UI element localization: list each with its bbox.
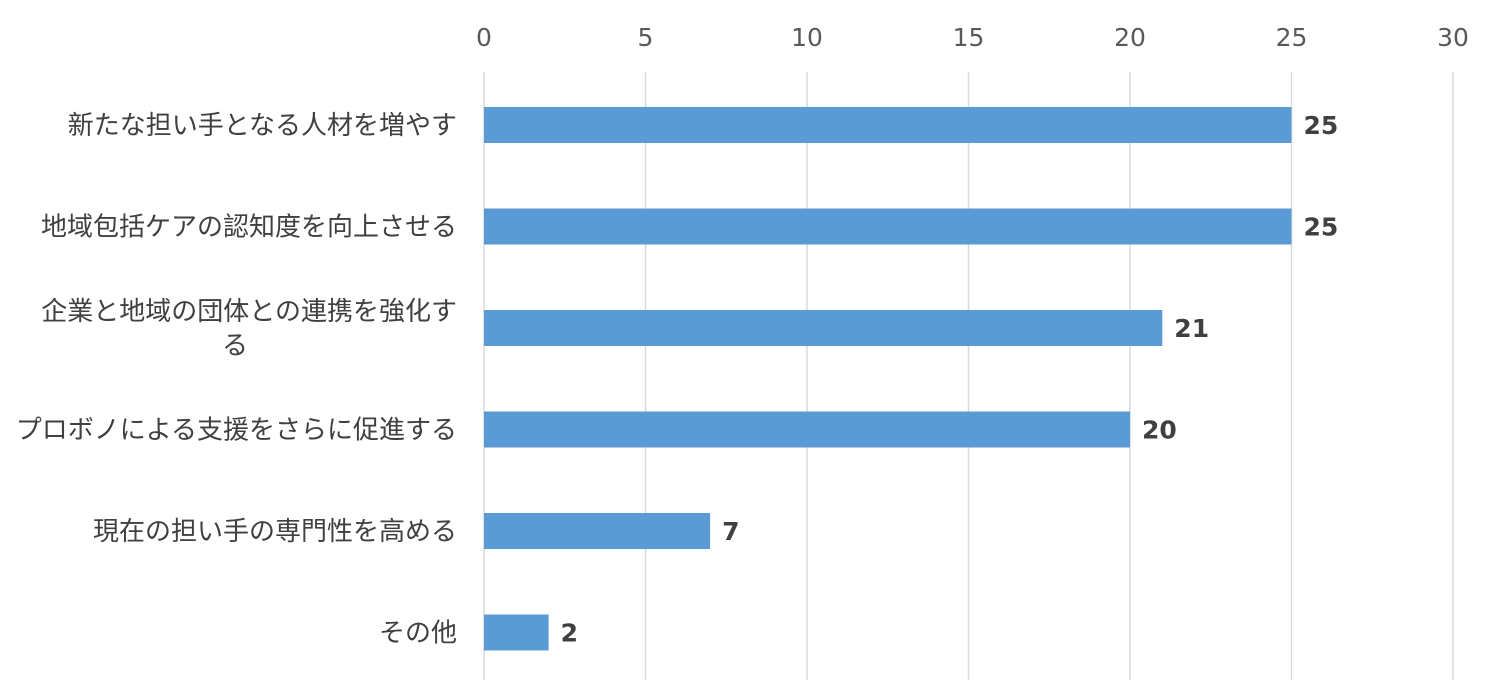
x-tick-label: 0 — [476, 23, 492, 52]
x-tick-label: 10 — [791, 23, 823, 52]
bars — [484, 107, 1292, 651]
bar — [484, 411, 1130, 448]
data-labels: 25 25 21 20 7 2 — [561, 111, 1339, 648]
x-tick-label: 20 — [1114, 23, 1146, 52]
category-label: 現在の担い手の専門性を高める — [93, 517, 457, 547]
data-label: 25 — [1304, 111, 1339, 140]
x-tick-label: 15 — [953, 23, 985, 52]
gridlines — [483, 72, 1454, 680]
category-label: る — [222, 331, 248, 361]
data-label: 7 — [722, 517, 739, 546]
category-label: 企業と地域の団体との連携を強化す — [41, 297, 457, 327]
data-label: 25 — [1304, 213, 1339, 242]
data-label: 2 — [561, 619, 578, 648]
x-tick-label: 30 — [1437, 23, 1469, 52]
x-axis-ticks: 0 5 10 15 20 25 30 — [476, 23, 1469, 52]
data-label: 21 — [1174, 314, 1209, 343]
x-tick-label: 25 — [1276, 23, 1308, 52]
category-label: 地域包括ケアの認知度を向上させる — [41, 213, 457, 243]
data-label: 20 — [1142, 416, 1177, 445]
bar — [484, 107, 1292, 143]
category-label: プロボノによる支援をさらに促進する — [16, 416, 457, 446]
category-label: その他 — [379, 619, 457, 649]
bar — [484, 208, 1292, 245]
bar — [484, 310, 1163, 346]
category-label: 新たな担い手となる人材を増やす — [68, 111, 457, 141]
bar — [484, 614, 549, 651]
category-labels: 新たな担い手となる人材を増やす地域包括ケアの認知度を向上させる企業と地域の団体と… — [16, 111, 457, 649]
x-tick-label: 5 — [638, 23, 654, 52]
bar — [484, 513, 711, 549]
